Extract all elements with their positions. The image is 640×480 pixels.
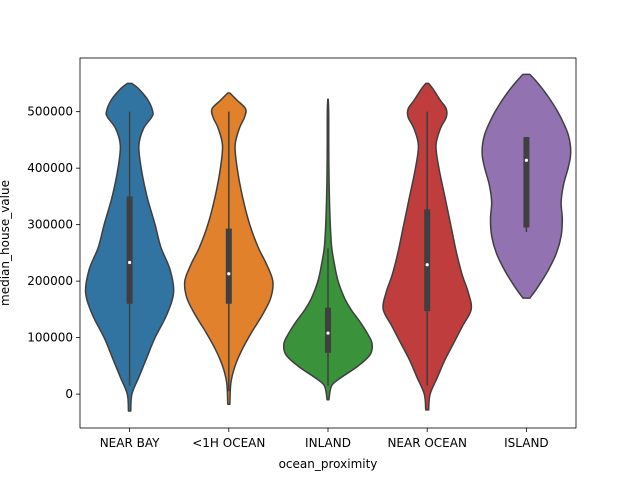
violin-median-point <box>326 331 330 335</box>
x-tick-label: INLAND <box>305 436 351 450</box>
y-tick-label: 0 <box>65 387 73 401</box>
y-tick-label: 400000 <box>27 161 73 175</box>
violin-iqr-box <box>424 209 431 312</box>
violin-iqr-box <box>126 196 133 304</box>
y-tick-label: 200000 <box>27 274 73 288</box>
x-tick-label: <1H OCEAN <box>192 436 265 450</box>
violin-median-point <box>227 272 231 276</box>
violin-iqr-box <box>325 307 331 353</box>
x-tick-label: NEAR BAY <box>100 436 160 450</box>
violin-median-point <box>425 263 429 267</box>
violin-iqr-box <box>225 228 232 304</box>
violin-median-point <box>524 158 529 162</box>
x-tick-label: NEAR OCEAN <box>387 436 467 450</box>
y-axis-label: median_house_value <box>0 180 12 306</box>
y-tick-label: 300000 <box>27 218 73 232</box>
x-tick-label: ISLAND <box>504 436 549 450</box>
x-axis: NEAR BAY <1H OCEAN INLAND NEAR OCEAN ISLAND <box>100 428 549 450</box>
violin-iqr-box <box>523 137 530 228</box>
y-axis: 0 100000 200000 300000 400000 500000 <box>27 105 80 401</box>
violin-median-point <box>128 260 132 265</box>
x-axis-label: ocean_proximity <box>279 457 378 471</box>
y-tick-label: 100000 <box>27 331 73 345</box>
y-tick-label: 500000 <box>27 105 73 119</box>
violins-layer <box>84 73 572 412</box>
